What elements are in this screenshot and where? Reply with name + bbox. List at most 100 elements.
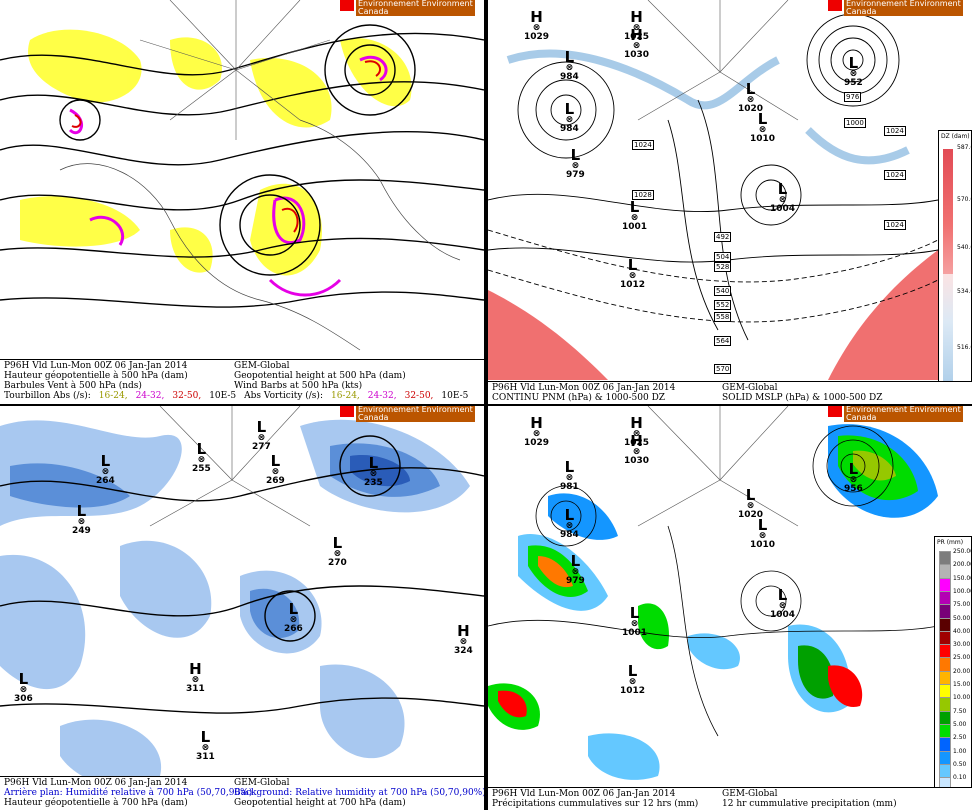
- colorbar-label: 2.50: [953, 734, 967, 742]
- center-value: 984: [560, 124, 579, 134]
- center-marker-icon: ⊗: [333, 549, 342, 559]
- thickness-colorbar: DZ (dam) 587.61570.00540.00534.00516.005…: [938, 130, 972, 402]
- center-letter: H: [630, 8, 643, 26]
- center-value: 255: [192, 464, 211, 474]
- precip-colorbar: PR (mm) 250.00 200.00 150.00 100.00 75.00 50.…: [934, 536, 972, 810]
- center-letter: L: [745, 80, 756, 98]
- map-700hpa: [0, 406, 484, 787]
- contour-label: 1024: [884, 126, 906, 136]
- low-pressure-center: L ⊗ 269: [266, 454, 285, 486]
- low-pressure-center: L ⊗ 979: [566, 148, 585, 180]
- center-value: 1012: [620, 280, 646, 290]
- center-letter: L: [288, 600, 299, 618]
- height-contours: [0, 24, 484, 308]
- center-marker-icon: ⊗: [758, 531, 767, 541]
- center-marker-icon: ⊗: [849, 475, 858, 485]
- environment-canada-logo: Environnement Environment Canada: [340, 0, 475, 16]
- low-pressure-center: L ⊗ 311: [196, 730, 215, 762]
- colorbar-label: 75.00: [953, 601, 971, 609]
- center-marker-icon: ⊗: [571, 161, 580, 171]
- center-marker-icon: ⊗: [532, 23, 541, 33]
- colorbar-label: 7.50: [953, 707, 967, 715]
- thickness-cold-shading: [506, 49, 910, 165]
- pole-lines: [637, 0, 799, 121]
- colorbar-label: 10.00: [953, 694, 971, 702]
- colorbar-label: 0.50: [953, 760, 967, 768]
- center-value: 1010: [750, 134, 776, 144]
- center-marker-icon: ⊗: [849, 69, 858, 79]
- colorbar-label: 50.00: [953, 614, 971, 622]
- height-contours: [0, 435, 484, 714]
- contour-label: 976: [844, 92, 862, 102]
- colorbar-label: 30.00: [953, 641, 971, 649]
- colorbar-label: 1.00: [953, 747, 967, 755]
- center-letter: L: [18, 670, 29, 688]
- low-pressure-center: L ⊗ 1012: [620, 258, 645, 290]
- center-letter: L: [332, 534, 343, 552]
- center-value: 981: [560, 482, 579, 492]
- center-letter: L: [196, 440, 207, 458]
- center-marker-icon: ⊗: [201, 743, 210, 753]
- low-pressure-center: L ⊗ 1020: [738, 82, 763, 114]
- low-pressure-center: L ⊗ 255: [192, 442, 211, 474]
- center-marker-icon: ⊗: [628, 677, 637, 687]
- colorbar-label: 534.00: [957, 288, 972, 295]
- center-value: 1010: [750, 540, 776, 550]
- colorbar-label: 570.00: [957, 196, 972, 203]
- high-pressure-center: H ⊗ 1029: [524, 416, 549, 448]
- colorbar-title: PR (mm): [937, 539, 964, 546]
- center-marker-icon: ⊗: [197, 455, 206, 465]
- center-value: 984: [560, 72, 579, 82]
- center-letter: L: [270, 452, 281, 470]
- center-letter: L: [627, 256, 638, 274]
- colorbar-label: 5.00: [953, 720, 967, 728]
- center-marker-icon: ⊗: [632, 23, 641, 33]
- center-value: 1025: [624, 438, 650, 448]
- environment-canada-logo: Environnement Environment Canada: [340, 406, 475, 422]
- center-letter: L: [564, 100, 575, 118]
- contour-label: 552: [714, 300, 732, 310]
- center-letter: L: [256, 418, 267, 436]
- center-marker-icon: ⊗: [257, 433, 266, 443]
- low-pressure-center: L ⊗ 952: [844, 56, 863, 88]
- center-letter: H: [630, 26, 643, 44]
- center-letter: L: [629, 198, 640, 216]
- contour-label: 1028: [632, 190, 654, 200]
- center-value: 984: [560, 530, 579, 540]
- pole-lines: [637, 406, 799, 527]
- center-value: 306: [14, 694, 33, 704]
- center-value: 270: [328, 558, 347, 568]
- high-pressure-center: H ⊗ 1030: [624, 434, 649, 466]
- center-value: 1029: [524, 32, 550, 42]
- center-letter: H: [530, 8, 543, 26]
- high-pressure-center: H ⊗ 324: [454, 624, 473, 656]
- low-pressure-center: L ⊗ 1004: [770, 182, 795, 214]
- colorbar-label: 250.00: [953, 548, 972, 555]
- low-pressure-center: L ⊗ 277: [252, 420, 271, 452]
- caption-bl: P96H Vld Lun-Mon 00Z 06 Jan-Jan 2014 GEM-…: [0, 776, 484, 810]
- center-letter: L: [627, 662, 638, 680]
- colorbar-label: 516.00: [957, 344, 972, 351]
- colorbar-label: 15.00: [953, 681, 971, 688]
- contour-label: 558: [714, 312, 732, 322]
- center-marker-icon: ⊗: [630, 213, 639, 223]
- center-letter: L: [777, 180, 788, 198]
- colorbar-label: 587.61: [957, 144, 972, 151]
- low-pressure-center: L ⊗ 981: [560, 460, 579, 492]
- center-value: 952: [844, 78, 863, 88]
- thickness-warm-shading-east: [828, 250, 938, 380]
- vorticity-magenta-contours: [68, 55, 388, 297]
- center-marker-icon: ⊗: [101, 467, 110, 477]
- center-value: 979: [566, 576, 585, 586]
- contour-label: 1024: [884, 170, 906, 180]
- caption-tl: P96H Vld Lun-Mon 00Z 06 Jan-Jan 2014 GEM-…: [0, 359, 484, 404]
- high-pressure-center: H ⊗ 1029: [524, 10, 549, 42]
- canada-flag-icon: [828, 406, 842, 417]
- center-letter: L: [757, 110, 768, 128]
- low-pressure-center: L ⊗ 956: [844, 462, 863, 494]
- center-marker-icon: ⊗: [565, 473, 574, 483]
- low-pressure-center: L ⊗ 1001: [622, 200, 647, 232]
- low-pressure-center: L ⊗ 306: [14, 672, 33, 704]
- center-letter: L: [564, 506, 575, 524]
- thickness-dashed: [488, 229, 939, 323]
